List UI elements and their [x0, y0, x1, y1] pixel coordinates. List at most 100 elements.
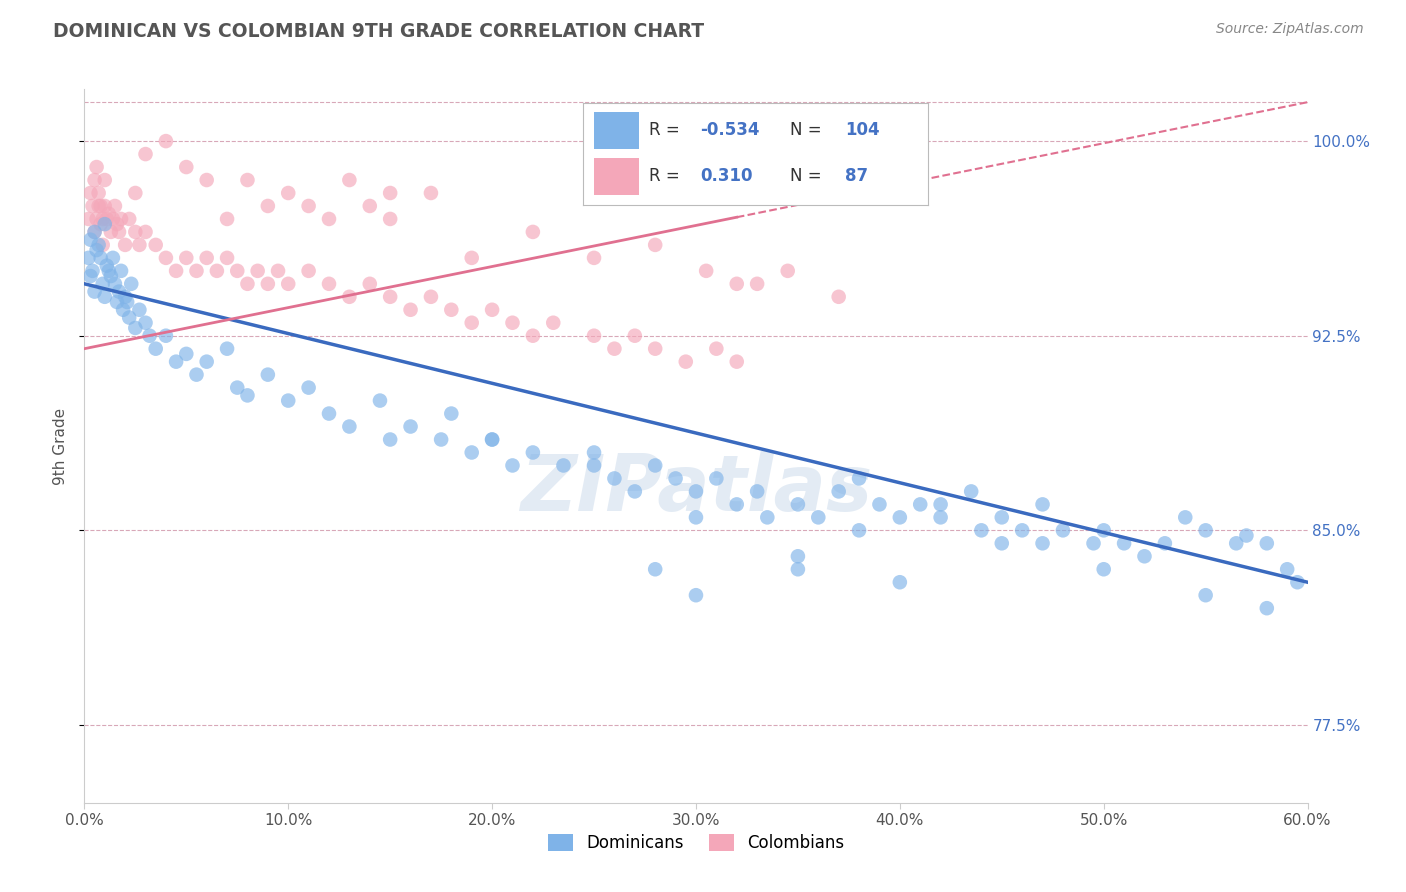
Point [318, 277, 340, 291]
Point [114, 290, 136, 304]
Point [828, 484, 851, 499]
Point [91, 277, 114, 291]
Point [725, 354, 748, 368]
Point [889, 510, 911, 524]
Point [124, 225, 146, 239]
Point [79, 186, 101, 200]
Text: DOMINICAN VS COLOMBIAN 9TH GRADE CORRELATION CHART: DOMINICAN VS COLOMBIAN 9TH GRADE CORRELA… [53, 22, 704, 41]
Point [339, 290, 361, 304]
Point [399, 419, 422, 434]
Point [83, 173, 105, 187]
Point [93, 290, 115, 304]
Point [960, 484, 983, 499]
Point [695, 264, 717, 278]
Point [706, 342, 728, 356]
Point [96, 211, 118, 226]
Point [910, 497, 932, 511]
Point [624, 328, 647, 343]
Point [1286, 575, 1309, 590]
Point [644, 342, 666, 356]
Point [105, 295, 128, 310]
Point [186, 368, 208, 382]
Point [502, 316, 524, 330]
Text: N =: N = [790, 168, 832, 186]
Point [685, 484, 707, 499]
Point [298, 199, 321, 213]
Text: 0.310: 0.310 [700, 168, 754, 186]
Point [380, 433, 402, 447]
Point [93, 173, 115, 187]
Point [440, 302, 463, 317]
Point [583, 328, 606, 343]
Point [90, 199, 112, 213]
Point [583, 251, 606, 265]
Point [298, 381, 321, 395]
Point [318, 407, 340, 421]
Point [110, 211, 132, 226]
Point [644, 238, 666, 252]
Point [97, 264, 120, 278]
Point [706, 471, 728, 485]
Point [86, 211, 108, 226]
Point [145, 342, 167, 356]
Point [128, 238, 150, 252]
Point [87, 199, 110, 213]
Point [603, 342, 626, 356]
Point [277, 277, 299, 291]
Text: N =: N = [790, 121, 827, 139]
Point [420, 290, 443, 304]
Point [889, 575, 911, 590]
Point [236, 388, 259, 402]
Point [380, 290, 402, 304]
Point [82, 199, 104, 213]
Legend: Dominicans, Colombians: Dominicans, Colombians [541, 827, 851, 859]
Point [603, 471, 626, 485]
Point [318, 211, 340, 226]
Point [991, 510, 1014, 524]
Point [1032, 536, 1054, 550]
Point [118, 310, 141, 325]
Point [155, 134, 177, 148]
Point [86, 160, 108, 174]
Text: 87: 87 [845, 168, 869, 186]
Point [747, 484, 769, 499]
Point [1011, 524, 1033, 538]
Text: ZIPatlas: ZIPatlas [520, 450, 872, 527]
Point [776, 264, 799, 278]
Point [100, 268, 122, 283]
Point [1092, 524, 1115, 538]
Point [93, 217, 115, 231]
Point [105, 217, 128, 231]
Point [1114, 536, 1136, 550]
Point [277, 186, 299, 200]
Text: Source: ZipAtlas.com: Source: ZipAtlas.com [1216, 22, 1364, 37]
Point [174, 160, 197, 174]
Point [91, 238, 114, 252]
Point [115, 295, 138, 310]
Point [644, 458, 666, 473]
Point [848, 471, 870, 485]
Point [481, 433, 503, 447]
Point [135, 225, 157, 239]
Point [138, 328, 160, 343]
Point [236, 277, 259, 291]
FancyBboxPatch shape [593, 112, 638, 149]
Text: R =: R = [650, 121, 685, 139]
Point [756, 510, 779, 524]
Point [100, 225, 122, 239]
Point [848, 524, 870, 538]
Point [725, 277, 748, 291]
Text: -0.534: -0.534 [700, 121, 761, 139]
Point [257, 368, 280, 382]
Point [205, 264, 228, 278]
Point [79, 233, 101, 247]
Point [135, 316, 157, 330]
Point [112, 302, 135, 317]
Point [481, 433, 503, 447]
Point [174, 251, 197, 265]
Point [101, 251, 124, 265]
Point [104, 199, 127, 213]
Point [267, 264, 290, 278]
Point [298, 264, 321, 278]
Point [339, 173, 361, 187]
